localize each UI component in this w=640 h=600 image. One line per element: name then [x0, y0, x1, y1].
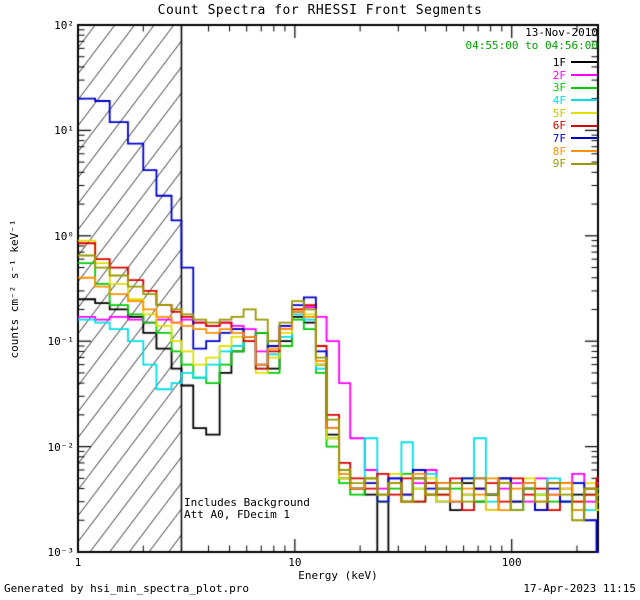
annotation-includes-background: Includes Background — [184, 496, 310, 509]
legend-line-swatch — [571, 86, 597, 89]
legend-label: 5F — [552, 106, 566, 120]
y-tick-label-0.001: 10⁻³ — [47, 546, 75, 559]
legend-entry-5F: 5F — [553, 107, 597, 120]
x-axis-label: Energy (keV) — [298, 569, 378, 582]
legend-label: 7F — [552, 131, 566, 145]
generated-timestamp: 17-Apr-2023 11:15 — [523, 582, 636, 595]
legend-entry-3F: 3F — [553, 81, 597, 94]
y-tick-label-0.1: 10⁻¹ — [47, 335, 75, 349]
legend-entry-1F: 1F — [553, 56, 597, 69]
y-tick-label-100: 10² — [54, 19, 74, 32]
legend-entry-6F: 6F — [553, 119, 597, 132]
x-tick-label-10: 10 — [288, 556, 302, 569]
legend-label: 9F — [552, 157, 566, 171]
legend-entry-9F: 9F — [552, 157, 597, 171]
legend-label: 3F — [552, 81, 566, 95]
legend-line-swatch — [571, 124, 597, 127]
legend-line-swatch — [571, 162, 597, 165]
y-tick-label-0.01: 10⁻² — [47, 440, 75, 454]
generated-by-text: Generated by hsi_min_spectra_plot.pro — [4, 582, 250, 595]
x-tick-label-1: 1 — [74, 556, 82, 569]
legend-label: 6F — [552, 119, 566, 133]
legend: 1F 2F 3F 4F 5F 6F 7F 8F 9F — [553, 56, 597, 170]
legend-line-swatch — [571, 150, 597, 153]
legend-line-swatch — [571, 99, 597, 102]
legend-entry-4F: 4F — [553, 94, 597, 107]
legend-entry-7F: 7F — [553, 132, 597, 145]
y-axis-label: counts cm⁻² s⁻¹ keV⁻¹ — [8, 219, 21, 359]
annotation-attenuator-state: Att A0, FDecim 1 — [184, 508, 290, 521]
legend-line-swatch — [571, 112, 597, 115]
chart-title: Count Spectra for RHESSI Front Segments — [157, 3, 483, 18]
y-tick-label-10: 10¹ — [54, 124, 74, 138]
x-tick-label-100: 100 — [501, 556, 522, 569]
legend-label: 2F — [552, 68, 566, 82]
y-tick-label-1: 10⁰ — [54, 229, 74, 243]
legend-entry-2F: 2F — [553, 69, 597, 82]
legend-label: 4F — [552, 93, 566, 107]
legend-label: 8F — [552, 144, 566, 158]
legend-line-swatch — [571, 61, 597, 64]
legend-entry-8F: 8F — [553, 145, 597, 158]
legend-line-swatch — [571, 137, 597, 140]
legend-line-swatch — [571, 74, 597, 77]
legend-label: 1F — [552, 55, 566, 69]
observation-date: 13-Nov-2010 — [525, 26, 598, 39]
observation-time-range: 04:55:00 to 04:56:00 — [465, 39, 598, 52]
